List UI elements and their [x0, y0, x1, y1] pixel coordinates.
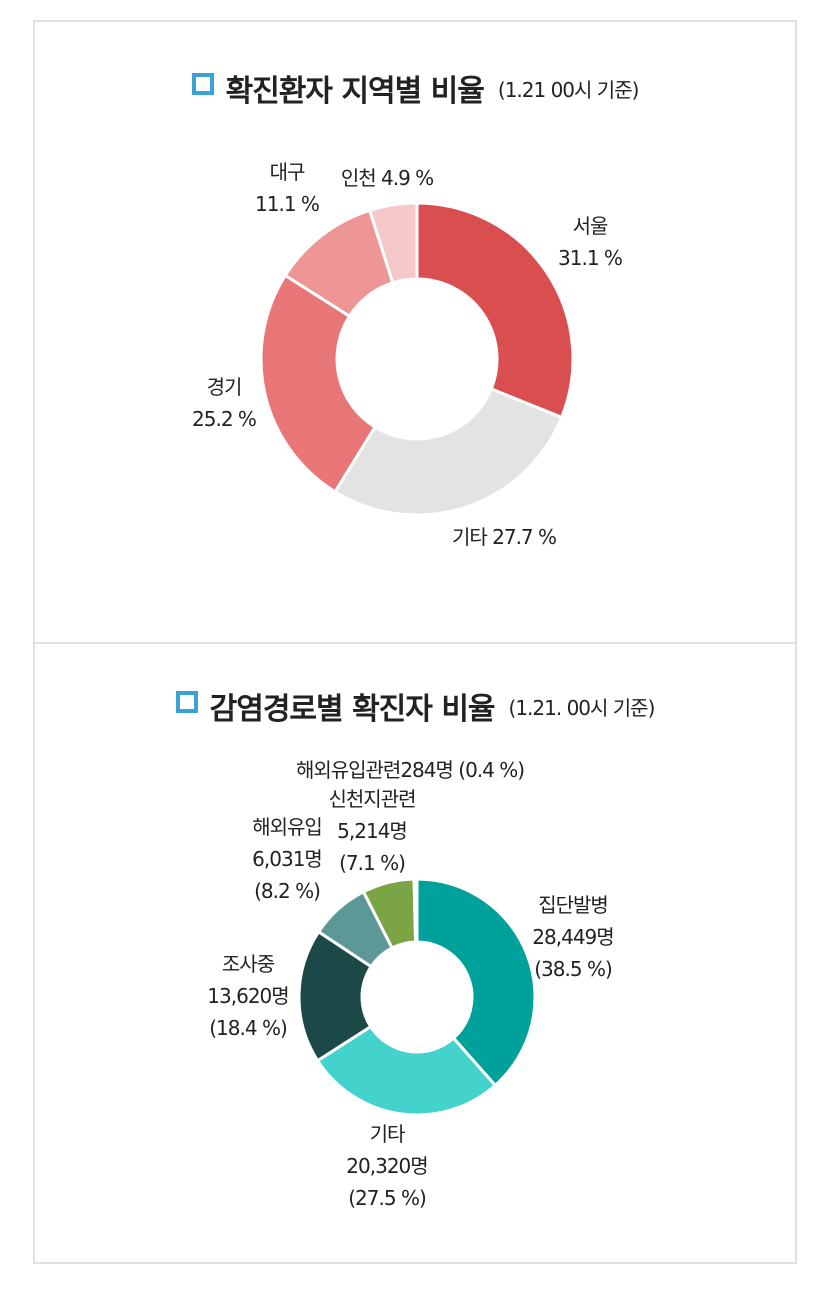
route-slice-5: [412, 877, 419, 944]
route-slice-2: [297, 929, 374, 1063]
route-label-4-line-2: (7.1 %): [339, 851, 405, 875]
square-bullet-icon: [175, 691, 198, 713]
route-label-3-line-2: (8.2 %): [254, 879, 320, 903]
route-label-1-line-1: 20,320명: [346, 1154, 427, 1178]
route-label-0-line-0: 집단발병: [538, 893, 608, 917]
region-label-0-line-0: 서울: [573, 214, 608, 238]
region-slice-4: [367, 201, 419, 285]
route-label-2-line-0: 조사중: [222, 952, 275, 976]
region-slice-2: [259, 273, 378, 494]
route-label-0-line-2: (38.5 %): [534, 957, 612, 981]
region-donut-chart: 서울 31.1 % 기타 27.7 % 경기 25.2 % 대구 11.1 % 인천 4.9 …: [192, 160, 623, 549]
route-label-2-line-2: (18.4 %): [209, 1016, 287, 1040]
region-slice-0: [415, 201, 575, 420]
region-label-0-line-1: 31.1 %: [558, 246, 622, 270]
route-label-0-line-1: 28,449명: [532, 925, 613, 949]
region-chart-title: 확진환자 지역별 비율: [225, 74, 485, 109]
route-label-4-line-1: 5,214명: [337, 819, 407, 843]
region-chart-panel: 확진환자 지역별 비율 (1.21 00시 기준) 서울 31.1 % 기타 27.7…: [33, 20, 797, 644]
region-label-2-line-0: 경기: [207, 375, 242, 399]
route-slice-1: [315, 1024, 498, 1117]
route-label-4-line-0: 신천지관련: [329, 787, 416, 811]
route-chart-panel: 감염경로별 확진자 비율 (1.21. 00시 기준) 집단발병 28,449명 (3…: [33, 642, 797, 1264]
route-chart-title-row: 감염경로별 확진자 비율 (1.21. 00시 기준): [35, 684, 795, 728]
route-donut-chart: 집단발병 28,449명 (38.5 %) 기타 20,320명 (27.5 %) 조사중 1…: [207, 758, 614, 1210]
route-slice-0: [415, 877, 537, 1088]
region-chart-title-row: 확진환자 지역별 비율 (1.21 00시 기준): [35, 66, 795, 110]
route-chart-subtitle: (1.21. 00시 기준): [508, 695, 656, 720]
region-label-3-line-1: 11.1 %: [255, 192, 319, 216]
region-label-2-line-1: 25.2 %: [192, 407, 256, 431]
region-label-1-line-0: 기타 27.7 %: [452, 525, 556, 549]
route-label-1-line-2: (27.5 %): [348, 1186, 426, 1210]
route-chart-title: 감염경로별 확진자 비율: [209, 692, 496, 727]
route-label-5-line-0: 해외유입관련284명 (0.4 %): [296, 758, 524, 782]
route-label-3-line-0: 해외유입: [252, 815, 322, 839]
route-label-1-line-0: 기타: [370, 1122, 405, 1146]
route-label-2-line-1: 13,620명: [207, 984, 288, 1008]
region-slice-1: [333, 386, 564, 517]
square-bullet-icon: [191, 73, 214, 95]
route-label-3-line-1: 6,031명: [252, 847, 322, 871]
region-chart-subtitle: (1.21 00시 기준): [497, 77, 640, 102]
region-label-3-line-0: 대구: [270, 160, 305, 184]
region-label-4-line-0: 인천 4.9 %: [341, 166, 433, 190]
